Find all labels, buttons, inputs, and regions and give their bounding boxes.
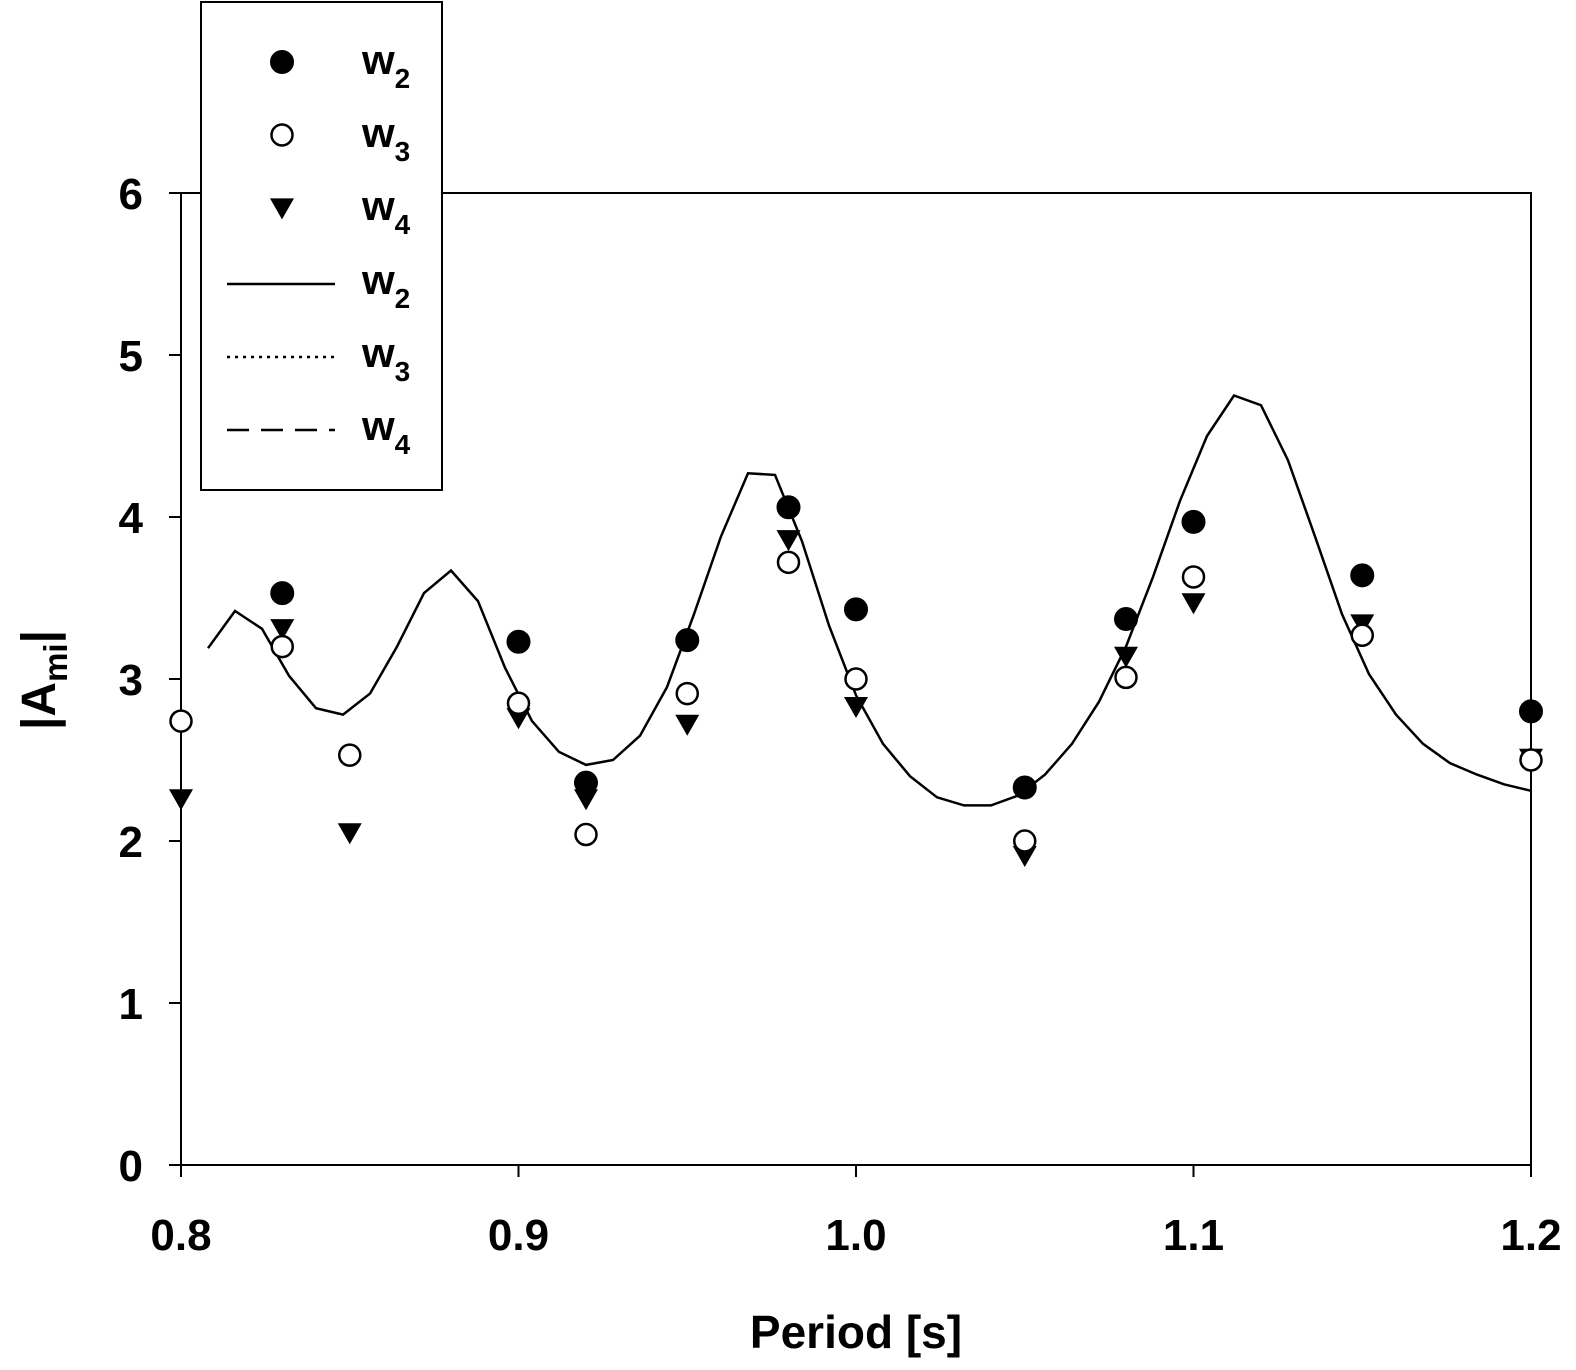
x-tick-label: 0.8 [150, 1211, 211, 1260]
point-w4 [844, 696, 868, 718]
point-w4 [270, 619, 295, 641]
point-w4 [169, 789, 193, 811]
series-line-w2 [206, 393, 1532, 807]
x-tick-label: 1.0 [825, 1211, 886, 1260]
y-tick-label: 3 [119, 656, 143, 705]
point-w2 [675, 628, 700, 653]
legend-label: w3 [361, 109, 410, 167]
legend-symbol-filled-circle [270, 50, 294, 74]
y-tick-label: 4 [119, 494, 144, 543]
point-w3 [169, 709, 193, 733]
point-w3 [675, 681, 699, 706]
legend-label: w4 [361, 402, 411, 460]
point-w4 [337, 823, 362, 845]
y-tick-label: 6 [119, 170, 143, 219]
point-w3 [1114, 665, 1138, 690]
point-w2 [270, 581, 295, 606]
point-w3 [1181, 565, 1206, 589]
point-w4 [675, 714, 700, 736]
y-tick-label: 1 [119, 980, 143, 1029]
point-w2 [844, 597, 868, 622]
legend-label: w3 [361, 329, 410, 387]
legend-symbol-open-circle [270, 123, 294, 147]
line-series [206, 393, 1532, 807]
point-w4 [1114, 646, 1138, 668]
point-w4 [776, 530, 801, 552]
point-w3 [1350, 623, 1374, 648]
point-w3 [776, 550, 801, 575]
point-w3 [1013, 829, 1037, 853]
y-tick-label: 0 [119, 1142, 143, 1191]
point-w2 [1181, 509, 1206, 534]
point-w2 [1114, 607, 1138, 632]
x-axis: 0.8 0.9 1.0 1.1 1.2 [150, 1165, 1562, 1260]
legend-box [200, 1, 443, 491]
legend-label: w4 [361, 182, 411, 240]
legend-label: w2 [361, 256, 410, 314]
y-axis-label-sub: mi [37, 643, 74, 682]
x-tick-label: 1.1 [1163, 1211, 1224, 1260]
legend-label: w2 [361, 36, 410, 94]
point-w3 [338, 743, 362, 767]
x-tick-label: 0.9 [488, 1211, 549, 1260]
point-w4 [1181, 593, 1206, 615]
point-w2 [506, 629, 531, 654]
y-axis-label: |Ami| [13, 630, 74, 730]
point-w2 [776, 495, 801, 520]
point-w3 [506, 691, 531, 716]
point-w4 [1012, 845, 1037, 867]
point-w2 [1519, 699, 1543, 724]
x-tick-label: 1.2 [1500, 1211, 1561, 1260]
point-w2 [1012, 775, 1037, 800]
y-axis-label-end: | [13, 630, 66, 643]
legend: w2 w3 w4 w2 w3 w4 [200, 1, 443, 491]
y-tick-label: 2 [119, 818, 143, 867]
point-w3 [1519, 748, 1543, 772]
x-axis-label: Period [s] [750, 1306, 962, 1358]
svg-text:|Ami|: |Ami| [13, 630, 74, 730]
point-w2 [1350, 563, 1375, 588]
point-w4 [574, 789, 598, 811]
point-w3 [270, 634, 294, 659]
point-w4 [506, 708, 531, 730]
point-w3 [574, 822, 598, 847]
legend-symbol-filled-triangle-down [270, 198, 294, 220]
y-tick-label: 5 [119, 332, 143, 381]
y-axis-label-main: |A [13, 682, 66, 730]
point-w3 [844, 667, 868, 691]
y-axis: 0 1 2 3 4 5 6 [119, 170, 181, 1191]
marker-series [169, 495, 1543, 867]
